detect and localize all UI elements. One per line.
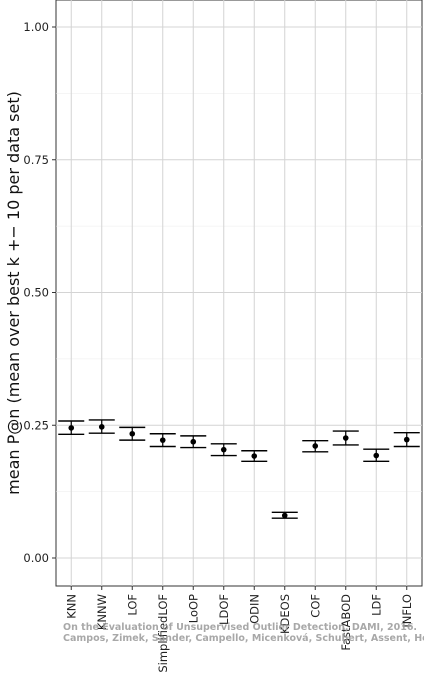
error-bar-FastABOD — [332, 430, 359, 446]
x-axis: KNN KNNW LOF SimplifiedLOF LoOP LDOF ODIN KDEOS… — [64, 586, 414, 673]
error-bar-INFLO — [393, 431, 420, 448]
x-tick-label: ODIN — [247, 594, 261, 624]
mean-point — [220, 446, 227, 453]
mean-point — [403, 436, 410, 443]
x-tick-label: LDF — [369, 594, 383, 616]
y-axis: 0.00 0.25 0.50 0.75 1.00 — [23, 20, 56, 565]
mean-point — [68, 425, 75, 431]
mean-point — [312, 443, 319, 449]
x-tick-label: FastABOD — [339, 594, 353, 651]
error-bar-LDF — [363, 448, 390, 463]
watermark: On the Evaluation of Unsupervised Outlie… — [63, 622, 424, 644]
grid — [56, 0, 422, 586]
x-tick-label: KNNW — [95, 594, 109, 630]
x-tick-label: LDOF — [217, 594, 231, 625]
mean-point — [129, 430, 136, 437]
error-bar-LDOF — [210, 443, 237, 457]
x-tick-label: INFLO — [400, 594, 414, 628]
y-tick-label: 0.75 — [23, 153, 49, 167]
error-bar-COF — [302, 439, 329, 453]
error-bars — [58, 419, 420, 519]
error-bar-LOF — [119, 426, 146, 441]
error-bar-KNNW — [88, 419, 115, 434]
mean-point — [281, 512, 288, 519]
x-tick-label: LOF — [125, 594, 139, 616]
error-bar-KNN — [58, 420, 85, 435]
error-bar-KDEOS — [271, 511, 298, 519]
y-tick-label: 0.00 — [23, 551, 49, 565]
mean-point — [342, 435, 349, 441]
watermark-line-1: On the Evaluation of Unsupervised Outlie… — [63, 622, 417, 633]
x-tick-label: KDEOS — [278, 594, 292, 634]
x-tick-label: SimplifiedLOF — [156, 594, 170, 673]
error-bar-ODIN — [241, 450, 268, 463]
y-tick-label: 0.50 — [23, 286, 49, 300]
x-tick-label: LoOP — [186, 594, 200, 623]
x-tick-label: KNN — [64, 594, 78, 619]
error-bar-SimplifiedLOF — [149, 433, 176, 448]
mean-point — [159, 437, 166, 443]
mean-point — [98, 424, 105, 430]
x-tick-label: COF — [308, 594, 322, 618]
y-axis-title: mean P@n (mean over best k +− 10 per dat… — [4, 91, 23, 495]
y-tick-label: 1.00 — [23, 20, 49, 34]
mean-point — [251, 453, 258, 459]
y-tick-label: 0.25 — [23, 418, 49, 432]
error-bar-LoOP — [180, 435, 207, 449]
mean-point — [190, 438, 197, 445]
watermark-line-2: Campos, Zimek, Sander, Campello, Micenko… — [63, 633, 424, 644]
mean-point — [373, 452, 380, 459]
